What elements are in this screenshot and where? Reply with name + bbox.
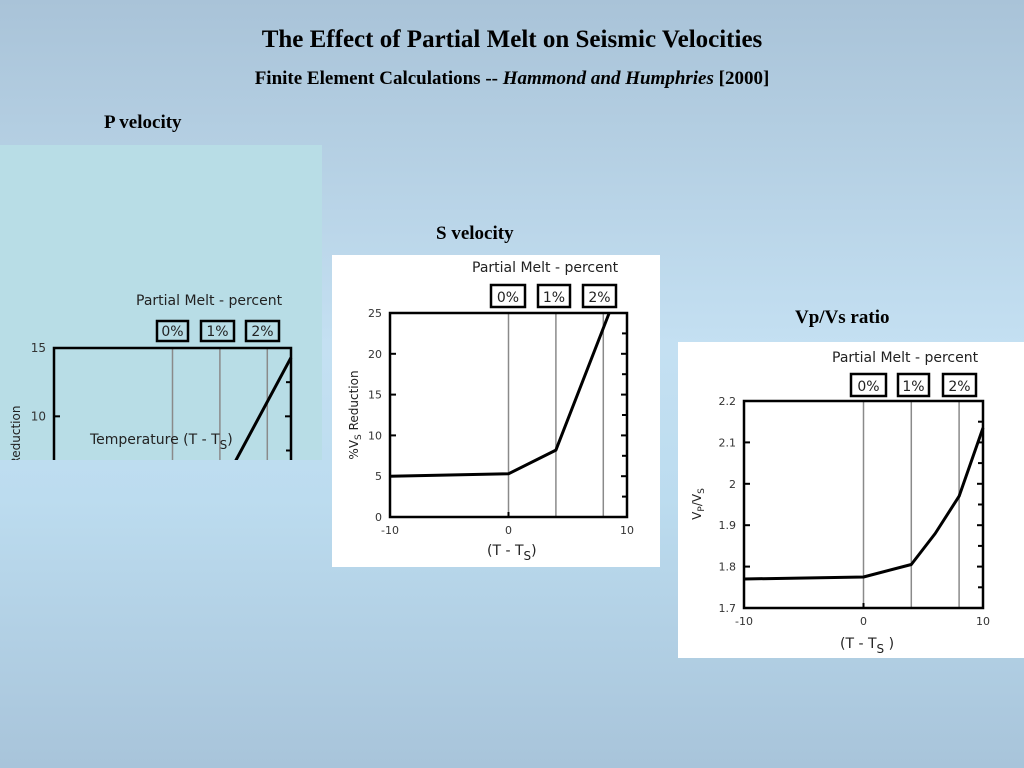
r-ytick-label-2: 1.9 [719,519,737,532]
p-velocity-chart-svg: Partial Melt - percent0%1%2%051015-10010… [0,145,322,460]
s-ytick-label-0: 0 [375,511,382,524]
s-xlabel-main: (T - T [487,543,524,559]
p-ytick-label-2: 10 [31,409,46,423]
r-ylabel-part-1: P [697,506,707,512]
p-legend-label-0: 0% [161,324,183,340]
vpvs-ratio-heading: Vp/Vs ratio [795,307,890,328]
r-ylabel: VP/VS [690,488,707,520]
s-velocity-chart-svg: Partial Melt - percent 0% 1% 2% 0 5 10 15 20 25 -1… [332,255,660,567]
s-xtick-label-0: -10 [381,524,399,537]
s-ytick-label-1: 5 [375,470,382,483]
r-ytick-label-3: 2 [729,478,736,491]
p-velocity-chart: Partial Melt - percent0%1%2%051015-10010… [0,145,322,460]
s-velocity-chart: Partial Melt - percent 0% 1% 2% 0 5 10 15 20 25 -1… [332,255,660,567]
r-ylabel-part-0: V [690,511,704,520]
r-legend-label-0: 0% [857,379,879,395]
subtitle-prefix: Finite Element Calculations -- [254,68,503,89]
r-ytick-label-4: 2.1 [719,436,737,449]
s-ytick-label-4: 20 [368,348,382,361]
s-series-line [389,312,611,478]
r-legend-label-2: 2% [948,379,970,395]
p-xlabel-sub: S [220,438,228,452]
s-legend-box-2 [581,283,618,309]
r-ylabel-part-2: /V [690,493,704,506]
s-xlabel-close: ) [531,543,536,559]
s-ytick-label-3: 15 [368,389,382,402]
slide-title: The Effect of Partial Melt on Seismic Ve… [261,26,763,53]
r-xlabel-close: ) [884,636,894,652]
p-xlabel-main: Temperature (T - T [89,432,220,448]
p-series-line [234,356,293,460]
r-ytick-label-1: 1.8 [719,561,737,574]
r-legend-box-2 [941,372,978,398]
p-xlabel-close: ) [227,432,232,448]
s-ytick-label-5: 25 [368,307,382,320]
r-legend-title: Partial Melt - percent [832,350,979,366]
s-legend-box-1 [536,283,572,309]
vpvs-ratio-chart: Partial Melt - percent 0% 1% 2% 1.7 1.8 1.9 2 2.… [678,342,1024,658]
r-xtick-label-0: -10 [735,615,753,628]
r-legend-label-1: 1% [902,379,924,395]
s-velocity-heading: S velocity [436,223,514,244]
p-legend-box-1 [199,319,236,343]
p-velocity-heading: P velocity [104,112,182,133]
r-ylabel-part-3: S [697,488,707,494]
r-xtick-label-1: 0 [860,615,867,628]
p-legend-label-2: 2% [251,324,273,340]
s-legend-label-0: 0% [497,290,519,306]
s-ylabel-part-2: Reduction [347,370,361,434]
subtitle-authors: Hammond and Humphries [502,68,714,89]
p-ytick-label-3: 15 [31,341,46,355]
vpvs-ratio-chart-svg: Partial Melt - percent 0% 1% 2% 1.7 1.8 1.9 2 2.… [678,342,1024,658]
r-xtick-label-2: 10 [976,615,990,628]
r-xlabel-sub: S [877,642,885,656]
r-legend-box-1 [896,372,931,398]
s-ylabel-part-1: S [354,434,364,440]
r-xlabel-main: (T - T [840,636,877,652]
s-xtick-label-1: 0 [505,524,512,537]
s-legend-box-0 [489,283,527,309]
p-legend-title: Partial Melt - percent [136,293,283,309]
s-xlabel-sub: S [524,549,532,563]
subtitle-year: [2000] [713,68,770,89]
p-legend-box-0 [155,319,190,343]
p-legend-box-2 [244,319,281,343]
r-legend-box-0 [849,372,888,398]
r-xlabel: (T - TS ) [840,636,894,656]
slide-subtitle: Finite Element Calculations -- Hammond a… [0,68,1024,90]
s-ylabel-part-0: %V [347,439,361,459]
s-legend-label-2: 2% [588,290,610,306]
s-ylabel: %VS Reduction [347,370,364,459]
r-ytick-label-5: 2.2 [719,395,737,408]
p-xlabel: Temperature (T - TS) [89,432,233,452]
r-series-line [743,427,985,581]
s-ytick-label-2: 10 [368,429,382,442]
p-legend-label-1: 1% [206,324,228,340]
s-xtick-label-2: 10 [620,524,634,537]
p-ylabel: %VP Reduction [9,406,26,460]
r-ytick-label-0: 1.7 [719,602,737,615]
s-xlabel: (T - TS) [487,543,537,563]
s-legend-label-1: 1% [543,290,565,306]
p-ylabel-part-2: Reduction [9,406,23,460]
s-legend-title: Partial Melt - percent [472,260,619,276]
